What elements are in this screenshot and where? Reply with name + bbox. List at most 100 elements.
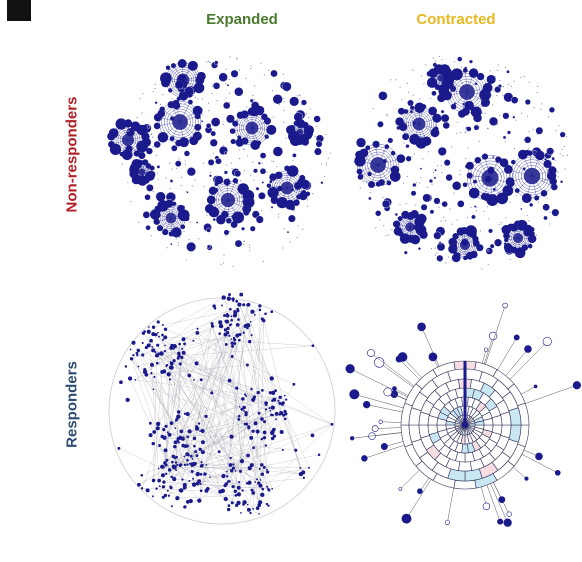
background-node: [537, 85, 539, 87]
background-node: [121, 163, 124, 165]
background-node: [228, 92, 231, 94]
cluster-node: [168, 231, 174, 237]
network-node: [173, 465, 177, 469]
background-node: [403, 142, 405, 144]
background-node: [541, 103, 543, 105]
background-node: [557, 176, 560, 178]
network-node: [279, 410, 284, 415]
network-node: [235, 299, 239, 303]
network-node: [230, 355, 234, 358]
network-node: [192, 436, 197, 441]
background-node: [438, 206, 440, 209]
cluster-node: [286, 165, 299, 177]
network-node: [236, 307, 240, 311]
background-node: [509, 258, 511, 261]
network-node: [239, 459, 245, 464]
cluster-node: [495, 156, 502, 163]
cluster-node: [395, 117, 404, 126]
network-node: [248, 339, 252, 344]
network-node: [502, 135, 507, 140]
network-edge: [201, 397, 281, 467]
background-node: [220, 263, 222, 265]
cluster-node: [153, 218, 160, 225]
network-node: [258, 467, 261, 470]
outer-node: [497, 518, 504, 525]
background-node: [139, 98, 141, 100]
outer-node: [444, 519, 450, 525]
network-node: [560, 180, 564, 184]
background-node: [167, 129, 169, 131]
network-node: [236, 500, 241, 506]
cluster-node: [510, 246, 518, 254]
cluster-core-node: [176, 73, 190, 87]
network-node: [269, 376, 274, 381]
network-edge: [184, 340, 240, 486]
background-node: [540, 108, 542, 110]
network-node: [234, 239, 243, 248]
background-node: [206, 214, 208, 216]
network-node: [301, 470, 306, 475]
network-node: [205, 123, 212, 129]
network-node: [161, 485, 166, 489]
ring-cell: [458, 461, 472, 472]
network-node: [187, 373, 192, 378]
background-node: [323, 175, 326, 178]
background-node: [194, 179, 196, 181]
network-edge: [178, 358, 275, 430]
network-edge: [157, 294, 230, 333]
background-node: [486, 206, 488, 208]
network-node: [223, 314, 227, 318]
background-node: [478, 140, 480, 142]
background-node: [201, 98, 203, 100]
background-node: [245, 77, 247, 79]
background-node: [375, 227, 377, 229]
cluster-node: [551, 183, 558, 191]
background-node: [283, 109, 285, 111]
network-edge: [159, 485, 188, 503]
background-node: [488, 218, 490, 220]
cluster-core-node: [245, 121, 259, 135]
network-edge: [258, 477, 304, 484]
cluster-node: [269, 173, 277, 181]
cluster-node: [266, 124, 277, 135]
network-node: [317, 453, 321, 456]
cluster-node: [204, 204, 215, 214]
network-node: [257, 481, 261, 485]
network-node: [127, 376, 133, 381]
cluster-node: [438, 84, 447, 92]
network-node: [257, 161, 261, 165]
network-node: [394, 212, 399, 217]
background-node: [224, 82, 227, 85]
background-node: [155, 155, 158, 157]
network-node: [244, 411, 248, 415]
background-node: [212, 152, 215, 154]
background-node: [515, 119, 517, 121]
network-node: [246, 323, 251, 328]
background-node: [268, 69, 270, 71]
cluster-node: [297, 177, 307, 188]
network-node: [473, 124, 480, 131]
cluster-node: [193, 82, 205, 94]
cluster-node: [486, 194, 499, 207]
cluster-node: [524, 224, 533, 234]
cluster-node: [549, 177, 557, 186]
network-node: [151, 345, 154, 348]
cluster-node: [458, 110, 466, 118]
cluster-node: [430, 77, 437, 84]
network-edge: [192, 414, 247, 466]
network-node: [157, 331, 159, 334]
background-node: [165, 177, 167, 179]
network-node: [225, 114, 235, 124]
network-node: [436, 254, 444, 262]
network-node: [270, 310, 274, 314]
cluster-core-node: [437, 74, 445, 82]
network-node: [186, 435, 190, 439]
cluster-core-node: [296, 128, 304, 136]
background-node: [453, 192, 455, 194]
background-node: [528, 131, 530, 133]
background-node: [440, 220, 442, 222]
network-node: [257, 503, 262, 507]
background-node: [523, 76, 525, 78]
network-node: [278, 401, 282, 405]
network-node: [119, 380, 123, 385]
